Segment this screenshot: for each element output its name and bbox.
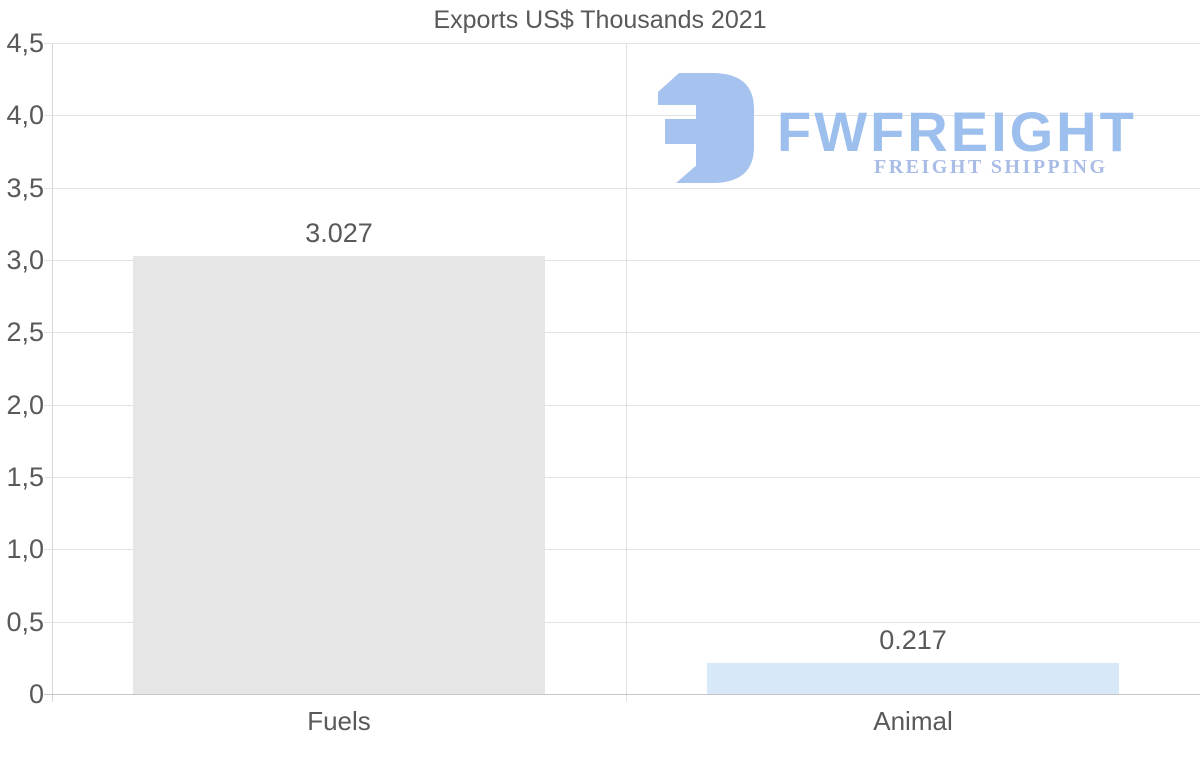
gridline xyxy=(44,549,1200,550)
y-axis-tick-label: 1,5 xyxy=(6,462,44,492)
category-divider-line xyxy=(626,43,627,702)
y-axis-tick-label: 2,0 xyxy=(6,390,44,420)
gridline xyxy=(44,188,1200,189)
y-axis-tick-label: 3,5 xyxy=(6,173,44,203)
logo-glyph-foot xyxy=(676,164,698,183)
x-axis-label-fuels: Fuels xyxy=(307,706,371,736)
y-axis-tick-label: 4,5 xyxy=(6,28,44,58)
gridline xyxy=(44,332,1200,333)
bar-fuels xyxy=(133,256,545,694)
plot-area: 4,5 4,0 3,5 3,0 2,5 2,0 1,5 1,0 0,5 0 3.027 Fuels 0.… xyxy=(6,28,1200,736)
gridline xyxy=(44,115,1200,116)
logo-tagline-text: FREIGHT SHIPPING xyxy=(874,156,1108,178)
gridline xyxy=(44,694,1200,695)
logo-glyph-top-bar xyxy=(658,73,708,105)
y-axis-tick-label: 4,0 xyxy=(6,100,44,130)
y-axis-line xyxy=(52,43,53,702)
gridline xyxy=(44,260,1200,261)
y-axis-tick-label: 3,0 xyxy=(6,245,44,275)
chart-title: Exports US$ Thousands 2021 xyxy=(433,6,767,34)
y-axis-tick-label: 0 xyxy=(28,679,44,709)
y-axis-tick-label: 2,5 xyxy=(6,317,44,347)
logo-brand-text: FWFREIGHT xyxy=(777,100,1137,163)
logo-glyph-middle-bar xyxy=(665,119,708,144)
value-label-animal: 0.217 xyxy=(879,625,947,655)
gridline xyxy=(44,405,1200,406)
gridline xyxy=(44,43,1200,44)
bar-animal xyxy=(707,663,1119,694)
gridline xyxy=(44,622,1200,623)
fwfreight-logo-icon xyxy=(658,73,754,183)
y-axis-tick-label: 0,5 xyxy=(6,607,44,637)
logo-glyph-spine xyxy=(696,73,754,183)
y-axis-tick-label: 1,0 xyxy=(6,534,44,564)
x-axis-label-animal: Animal xyxy=(873,706,953,736)
value-label-fuels: 3.027 xyxy=(305,218,373,248)
gridline xyxy=(44,477,1200,478)
